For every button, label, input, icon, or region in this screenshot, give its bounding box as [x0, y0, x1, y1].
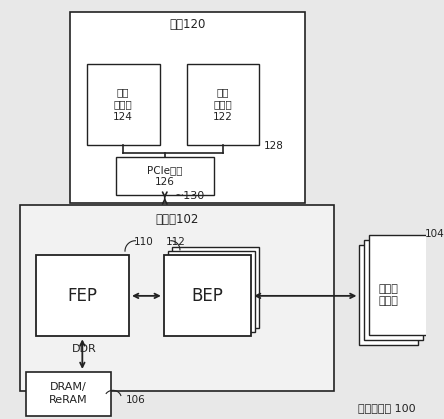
Bar: [168, 251, 255, 332]
Text: 128: 128: [264, 141, 283, 151]
Text: 110: 110: [133, 237, 153, 247]
Text: 存储器
封装件: 存储器 封装件: [379, 284, 398, 306]
Bar: [186, 64, 259, 145]
Text: 控制器102: 控制器102: [155, 213, 199, 226]
Text: 主机120: 主机120: [170, 18, 206, 31]
Text: 112: 112: [166, 237, 186, 247]
Text: DRAM/
ReRAM: DRAM/ ReRAM: [49, 383, 87, 405]
Bar: [172, 247, 259, 328]
Bar: [20, 205, 334, 391]
Text: BEP: BEP: [191, 287, 223, 305]
Bar: [359, 245, 418, 345]
Text: PCIe接口
126: PCIe接口 126: [147, 165, 182, 187]
Bar: [87, 64, 159, 145]
Text: DDR: DDR: [72, 344, 97, 354]
Bar: [164, 255, 251, 336]
Bar: [369, 235, 428, 335]
Bar: [70, 12, 305, 203]
Text: ~130: ~130: [175, 191, 206, 201]
Text: 106: 106: [125, 395, 145, 405]
Bar: [116, 158, 214, 195]
Text: 主机
处理器
122: 主机 处理器 122: [213, 87, 233, 122]
Bar: [25, 372, 111, 416]
Bar: [365, 240, 423, 340]
Bar: [36, 255, 129, 336]
Text: 104: 104: [425, 229, 444, 239]
Text: FEP: FEP: [67, 287, 97, 305]
Text: 主机
存储器
124: 主机 存储器 124: [113, 87, 133, 122]
Text: 存储器系统 100: 存储器系统 100: [358, 403, 416, 414]
